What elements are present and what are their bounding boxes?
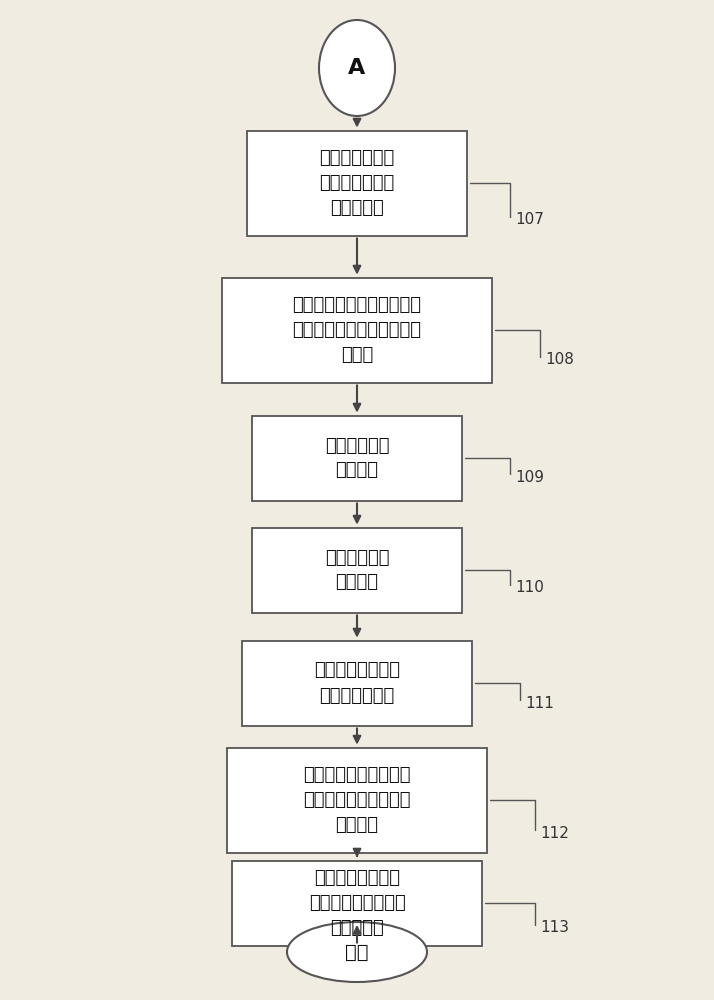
Text: 109: 109 [515,470,544,485]
Text: 计算红、绿、蓝三
色的初始增益値: 计算红、绿、蓝三 色的初始增益値 [314,662,400,704]
Text: 计算该亮度曲线値，计
算最终红、绿、蓝三色
的增益値: 计算该亮度曲线値，计 算最终红、绿、蓝三色 的增益値 [303,766,411,834]
Text: 112: 112 [540,826,569,840]
FancyBboxPatch shape [247,130,467,235]
Text: 计算一理想白色影像的理想
白色刺激値及理想白色校正
刺激値: 计算一理想白色影像的理想 白色刺激値及理想白色校正 刺激値 [293,296,421,364]
Ellipse shape [287,922,427,982]
Text: 110: 110 [515,580,544,595]
Text: A: A [348,58,366,78]
FancyBboxPatch shape [222,277,492,382]
Text: 计算第一色彩
混合比例: 计算第一色彩 混合比例 [325,436,389,480]
FancyBboxPatch shape [252,528,462,612]
Text: 113: 113 [540,920,569,936]
Text: 计算第二色彩
混合比例: 计算第二色彩 混合比例 [325,548,389,591]
FancyBboxPatch shape [232,860,482,946]
Text: 111: 111 [525,696,554,710]
Ellipse shape [319,20,395,116]
FancyBboxPatch shape [227,748,487,852]
Text: 利用所述这些测
量刺激値，求出
校正刺激値: 利用所述这些测 量刺激値，求出 校正刺激値 [319,149,395,217]
Text: 108: 108 [545,353,574,367]
Text: 结束: 结束 [346,942,368,962]
Text: 107: 107 [515,213,544,228]
Text: 将最终红、绿、蓝
三色的增益値设定至
该显示器中: 将最终红、绿、蓝 三色的增益値设定至 该显示器中 [308,869,406,937]
FancyBboxPatch shape [242,641,472,726]
FancyBboxPatch shape [252,416,462,500]
